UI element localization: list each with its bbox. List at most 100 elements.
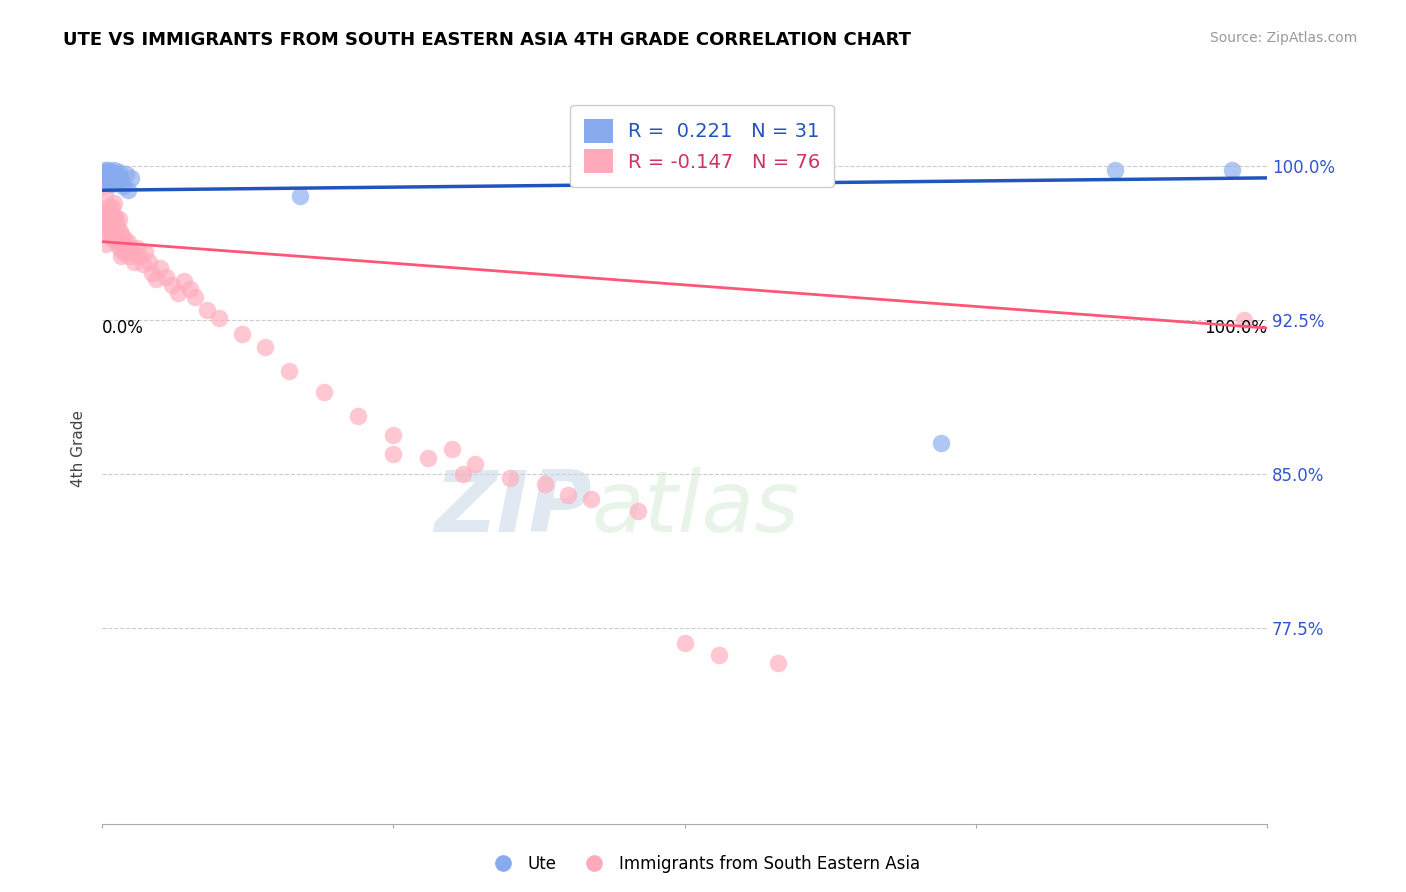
Point [167,286,190,301]
Point [112,244,135,259]
Text: ZIP: ZIP [434,467,592,550]
Point [104,228,127,243]
Text: 100.0%: 100.0% [1204,319,1267,337]
Point [141,265,163,279]
Point [110,249,132,263]
Point [98,227,121,241]
Point [1220,162,1243,177]
Point [122,255,145,269]
Point [101,224,124,238]
Point [347,409,370,424]
Point [382,446,405,460]
Point [451,467,474,481]
Point [134,244,156,259]
Point [117,235,139,249]
Point [132,257,155,271]
Y-axis label: 4th Grade: 4th Grade [72,410,86,487]
Point [96,224,118,238]
Text: UTE VS IMMIGRANTS FROM SOUTH EASTERN ASIA 4TH GRADE CORRELATION CHART: UTE VS IMMIGRANTS FROM SOUTH EASTERN ASI… [63,31,911,49]
Point [98,173,121,187]
Point [499,471,522,485]
Point [111,236,134,251]
Legend: R =  0.221   N = 31, R = -0.147   N = 76: R = 0.221 N = 31, R = -0.147 N = 76 [569,105,834,186]
Point [929,436,952,450]
Point [103,216,125,230]
Text: Source: ZipAtlas.com: Source: ZipAtlas.com [1209,31,1357,45]
Point [138,255,160,269]
Point [208,310,231,325]
Point [107,165,129,179]
Point [114,167,136,181]
Point [145,271,167,285]
Point [98,175,121,189]
Point [105,220,128,235]
Point [97,200,120,214]
Point [108,170,131,185]
Point [112,230,135,244]
Point [101,208,124,222]
Point [709,648,731,662]
Point [110,228,132,243]
Legend: Ute, Immigrants from South Eastern Asia: Ute, Immigrants from South Eastern Asia [479,848,927,880]
Point [103,195,125,210]
Point [94,203,117,218]
Text: 0.0%: 0.0% [103,319,143,337]
Point [160,277,183,292]
Point [96,210,118,224]
Point [418,450,440,465]
Point [97,170,120,185]
Point [440,442,463,457]
Point [766,657,789,671]
Point [231,327,253,342]
Point [127,241,149,255]
Point [108,224,131,238]
Point [105,233,128,247]
Point [100,212,122,227]
Point [94,169,117,183]
Point [179,282,201,296]
Point [312,384,335,399]
Point [155,269,177,284]
Point [108,241,131,255]
Point [98,220,121,235]
Point [128,249,150,263]
Point [94,236,117,251]
Point [100,200,122,214]
Point [107,212,129,227]
Point [105,173,128,187]
Point [1104,162,1126,177]
Point [290,189,312,203]
Point [184,290,207,304]
Point [277,364,299,378]
Point [627,504,650,518]
Point [97,216,120,230]
Point [100,177,122,191]
Point [98,203,121,218]
Point [98,165,121,179]
Point [118,249,141,263]
Point [533,477,555,491]
Text: atlas: atlas [592,467,800,550]
Point [254,340,277,354]
Point [382,428,405,442]
Point [96,173,118,187]
Point [100,165,122,179]
Point [94,165,117,179]
Point [581,491,603,506]
Point [98,167,121,181]
Point [104,169,127,183]
Point [98,210,121,224]
Point [105,214,128,228]
Point [173,274,195,288]
Point [105,167,128,181]
Point [101,169,124,183]
Point [464,457,486,471]
Point [195,302,218,317]
Point [103,162,125,177]
Point [110,175,132,189]
Point [103,175,125,189]
Point [673,636,696,650]
Point [94,220,117,235]
Point [121,244,143,259]
Point [120,241,142,255]
